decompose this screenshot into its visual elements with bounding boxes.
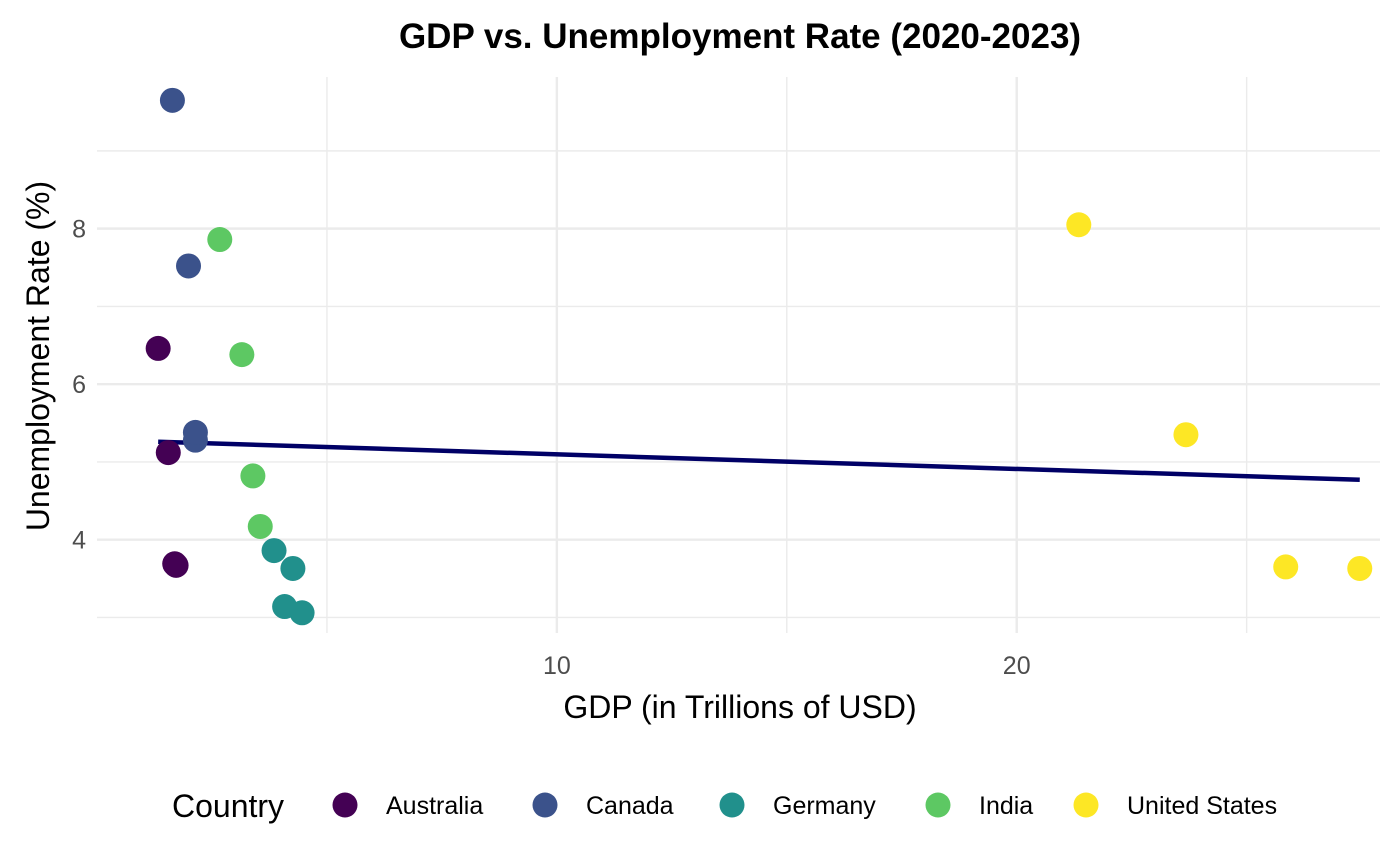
data-points <box>145 87 1373 626</box>
legend-key-india <box>925 792 951 818</box>
legend-item-united-states: United States <box>1073 792 1277 820</box>
trend-line-group <box>158 439 1360 483</box>
data-point-canada <box>182 419 208 445</box>
data-point-germany <box>261 538 287 564</box>
legend-label-india: India <box>979 792 1033 820</box>
data-point-australia <box>145 335 171 361</box>
legend-item-germany: Germany <box>719 792 876 820</box>
legend: Country Australia Canada Germany India Unite… <box>172 788 1277 824</box>
trend-line <box>158 439 1360 483</box>
y-axis-title: Unemployment Rate (%) <box>20 181 56 531</box>
data-point-india <box>247 513 273 539</box>
data-point-united-states <box>1066 212 1092 238</box>
legend-key-germany <box>719 792 745 818</box>
data-point-canada <box>159 87 185 113</box>
data-point-australia <box>162 551 188 577</box>
legend-key-australia <box>332 792 358 818</box>
data-point-united-states <box>1347 555 1373 581</box>
data-point-united-states <box>1273 554 1299 580</box>
grid-lines <box>97 77 1380 633</box>
legend-key-united-states <box>1073 792 1099 818</box>
x-tick-label: 20 <box>1003 652 1031 680</box>
tick-labels: 10 20 4 6 8 <box>72 216 1031 680</box>
data-point-australia <box>155 440 181 466</box>
legend-item-australia: Australia <box>332 792 483 820</box>
data-point-united-states <box>1173 422 1199 448</box>
x-tick-label: 10 <box>543 652 571 680</box>
data-point-india <box>240 463 266 489</box>
legend-item-india: India <box>925 792 1033 820</box>
data-point-india <box>229 342 255 368</box>
legend-items: Australia Canada Germany India United States <box>332 792 1277 820</box>
y-tick-label: 6 <box>72 371 86 399</box>
y-tick-label: 4 <box>72 527 86 555</box>
x-axis-title: GDP (in Trillions of USD) <box>563 689 916 725</box>
y-tick-label: 8 <box>72 216 86 244</box>
chart-title: GDP vs. Unemployment Rate (2020-2023) <box>399 17 1081 56</box>
legend-key-canada <box>532 792 558 818</box>
legend-label-united-states: United States <box>1127 792 1277 820</box>
legend-label-australia: Australia <box>386 792 483 820</box>
legend-title: Country <box>172 788 284 824</box>
data-point-india <box>207 227 233 253</box>
data-point-germany <box>289 600 315 626</box>
legend-label-canada: Canada <box>586 792 674 820</box>
legend-label-germany: Germany <box>773 792 876 820</box>
data-point-germany <box>280 555 306 581</box>
data-point-canada <box>176 253 202 279</box>
legend-item-canada: Canada <box>532 792 674 820</box>
